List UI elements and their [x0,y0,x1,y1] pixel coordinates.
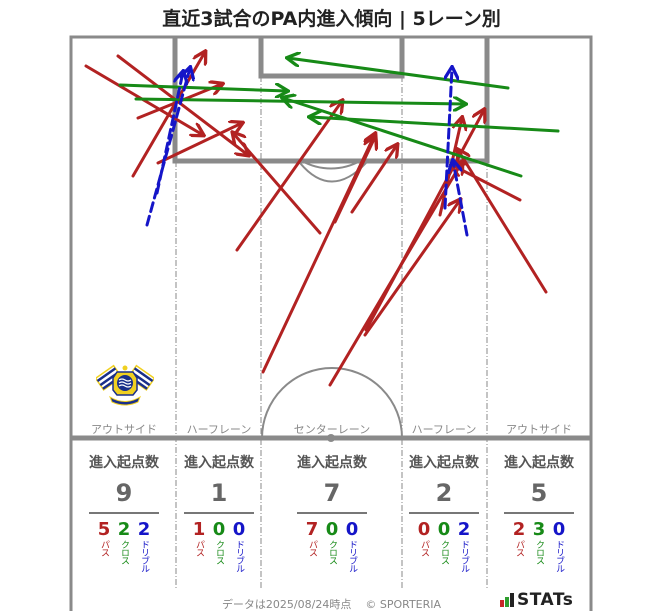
pass-label: パス [194,540,204,556]
cross-count: 3 [532,519,546,540]
brand-name: STATs [517,590,574,610]
stats-heading: 進入起点数 [409,455,479,471]
team-crest-icon [96,364,154,406]
cross-label: クロス [534,540,544,564]
cross-count: 2 [117,519,131,540]
lane-stats-halfspace-right: 進入起点数 2 0 パス 0 クロス 2 ドリブル [403,452,485,572]
lane-stats-outside-right: 進入起点数 5 2 パス 3 クロス 0 ドリブル [489,452,589,572]
cross-label: クロス [214,540,224,564]
divider [184,512,254,514]
pass-count: 1 [192,519,206,540]
pass-label: パス [307,540,317,556]
entry-total: 5 [530,479,548,507]
dribble-count: 0 [552,519,566,540]
lane-label-halfspace-left: ハーフレーン [186,423,252,436]
dribble-label: ドリブル [459,540,469,572]
divider [297,512,367,514]
dribble-label: ドリブル [234,540,244,572]
cross-count: 0 [212,519,226,540]
cross-arrows [118,58,560,178]
dribble-label: ドリブル [554,540,564,572]
divider [409,512,479,514]
copyright: © SPORTERIA [365,598,442,611]
lane-stats-center: 進入起点数 7 7 パス 0 クロス 0 ドリブル [264,452,400,572]
dribble-arrows [145,68,469,237]
dribble-label: ドリブル [347,540,357,572]
bar-chart-icon [500,593,514,607]
entry-total: 2 [435,479,453,507]
dribble-count: 2 [457,519,471,540]
pass-count: 7 [305,519,319,540]
stats-heading: 進入起点数 [504,455,574,471]
cross-label: クロス [327,540,337,564]
lane-label-halfspace-right: ハーフレーン [411,423,477,436]
stats-heading: 進入起点数 [184,455,254,471]
cross-count: 0 [325,519,339,540]
cross-label: クロス [439,540,449,564]
entry-total: 7 [323,479,341,507]
lane-stats-outside-left: 進入起点数 9 5 パス 2 クロス 2 ドリブル [76,452,172,572]
pass-label: パス [419,540,429,556]
brand-logo: STATs [500,590,590,610]
pass-count: 0 [417,519,431,540]
stats-heading: 進入起点数 [89,455,159,471]
dribble-count: 2 [137,519,151,540]
entry-total: 9 [115,479,133,507]
pitch-lines [69,35,593,611]
stats-heading: 進入起点数 [297,455,367,471]
lane-label-outside-right: アウトサイド [506,423,572,436]
pass-count: 5 [97,519,111,540]
dribble-count: 0 [232,519,246,540]
divider [89,512,159,514]
data-date: データは2025/08/24時点 [221,598,352,611]
cross-count: 0 [437,519,451,540]
chart-title: 直近3試合のPA内進入傾向 | 5レーン別 [162,8,501,30]
cross-label: クロス [119,540,129,564]
dribble-count: 0 [345,519,359,540]
lane-stats-halfspace-left: 進入起点数 1 1 パス 0 クロス 0 ドリブル [178,452,260,572]
divider [504,512,574,514]
pass-label: パス [99,540,109,556]
lane-label-outside-left: アウトサイド [91,423,157,436]
entry-total: 1 [210,479,228,507]
pass-count: 2 [512,519,526,540]
footer: データは2025/08/24時点 © SPORTERIA [0,596,663,612]
dribble-label: ドリブル [139,540,149,572]
pass-label: パス [514,540,524,556]
lane-label-center: センターレーン [293,423,371,436]
